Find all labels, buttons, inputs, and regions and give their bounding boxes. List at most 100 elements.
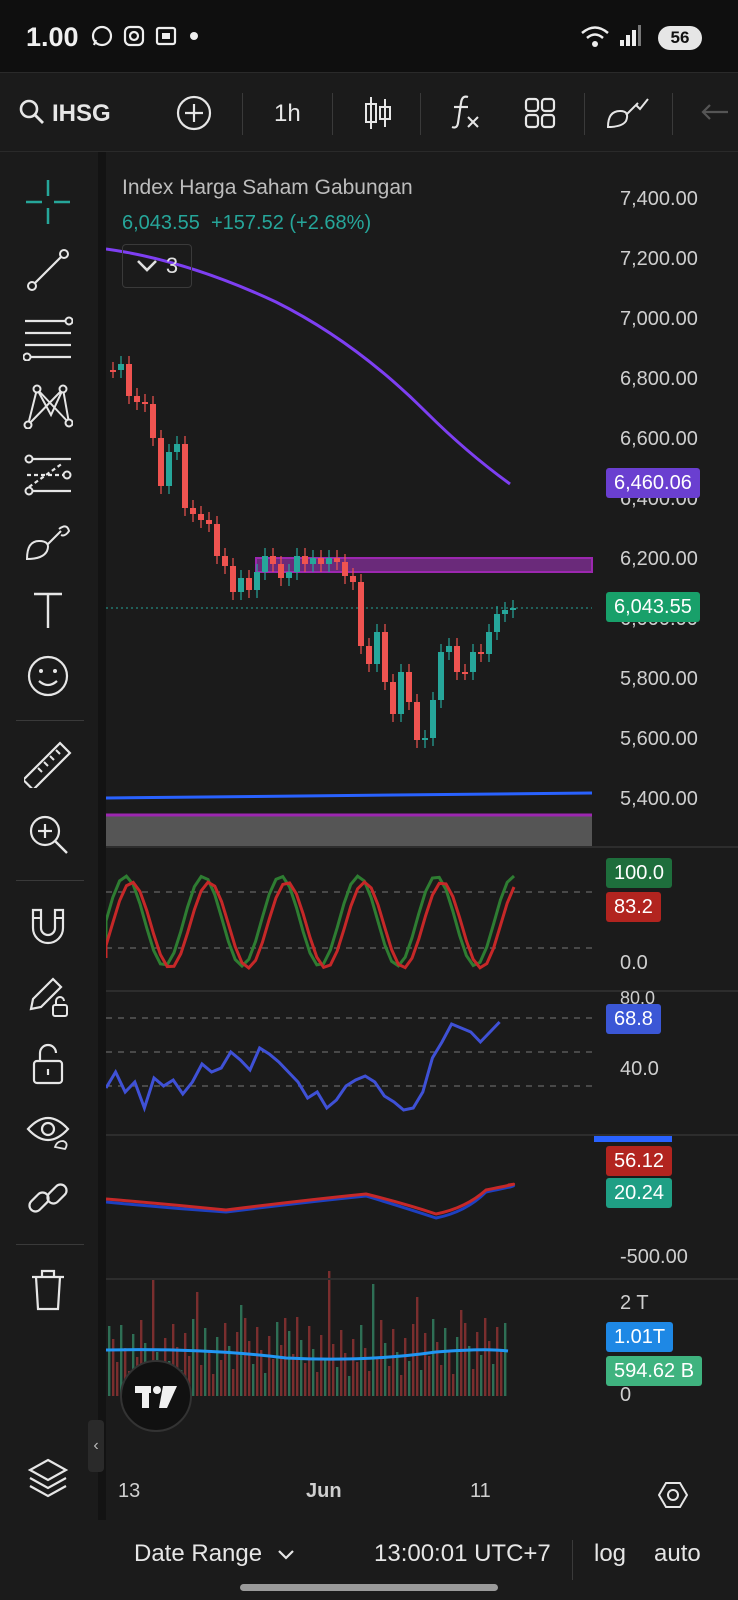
volume-bar [224, 1323, 227, 1396]
candle [222, 556, 228, 566]
candlestick-icon[interactable] [362, 95, 394, 131]
symbol-button[interactable]: IHSG [52, 100, 111, 127]
trend-line-icon[interactable] [22, 244, 74, 296]
volume-bar [356, 1362, 359, 1396]
volume-bar [376, 1357, 379, 1396]
fib-retracement-icon[interactable] [22, 312, 74, 364]
candle [150, 404, 156, 438]
candle [230, 566, 236, 592]
link-icon[interactable] [22, 1172, 74, 1224]
collapse-toolbar-button[interactable]: ‹ [88, 1420, 104, 1472]
layers-icon[interactable] [22, 1452, 74, 1504]
time-axis[interactable]: 13 Jun 11 [106, 1470, 738, 1520]
volume-bar [260, 1350, 263, 1396]
volume-bar [192, 1319, 195, 1396]
time-axis-label: 11 [470, 1480, 491, 1502]
volume-bar [428, 1356, 431, 1396]
volume-bar [456, 1337, 459, 1396]
candle [110, 370, 116, 372]
volume-bar [152, 1279, 155, 1396]
candle [406, 672, 412, 702]
candle [190, 508, 196, 514]
macd-tag-edge [594, 1136, 672, 1142]
time-axis-label: 13 [118, 1480, 141, 1502]
candle [494, 614, 500, 632]
volume-bar [488, 1341, 491, 1396]
search-icon[interactable] [18, 98, 46, 126]
volume-bar [404, 1338, 407, 1396]
signal-icon [618, 24, 642, 48]
volume-bar [212, 1374, 215, 1396]
candle [502, 610, 508, 614]
magnet-icon[interactable] [22, 900, 74, 952]
indicators-toggle-button[interactable]: 3 [122, 244, 192, 288]
chevron-down-icon [277, 1550, 294, 1560]
unlock-icon[interactable] [22, 1038, 74, 1090]
top-toolbar: IHSG 1h [0, 72, 738, 152]
emoji-icon[interactable] [22, 650, 74, 702]
volume-bar [364, 1348, 367, 1396]
candle [158, 438, 164, 486]
chart-canvas[interactable] [106, 152, 738, 1470]
chevron-down-icon [136, 260, 157, 272]
volume-bar [132, 1334, 135, 1396]
curve-value-tag: 6,460.06 [606, 468, 700, 498]
volume-bar [372, 1284, 375, 1396]
candle [198, 514, 204, 520]
crosshair-icon[interactable] [22, 176, 74, 228]
change-value: +157.52 (+2.68%) [210, 212, 372, 234]
auto-scale-toggle[interactable]: auto [654, 1540, 701, 1567]
volume-bar [492, 1364, 495, 1396]
log-scale-toggle[interactable]: log [594, 1540, 627, 1567]
forecast-icon[interactable] [22, 448, 74, 500]
ruler-icon[interactable] [22, 738, 74, 790]
settings-icon[interactable] [658, 1480, 688, 1510]
candle [326, 558, 332, 564]
volume-bar [124, 1348, 127, 1396]
volume-bar [360, 1325, 363, 1396]
macd-signal-line [106, 1182, 515, 1216]
candle [390, 682, 396, 714]
pattern-icon[interactable] [22, 380, 74, 432]
candle [270, 556, 276, 564]
indicators-icon[interactable] [450, 93, 482, 131]
stoch-d-line [106, 879, 516, 970]
undo-icon[interactable] [700, 101, 730, 127]
volume-bar [232, 1369, 235, 1396]
candle [182, 444, 188, 508]
brush-icon[interactable] [22, 516, 74, 568]
chart-title: Index Harga Saham Gabungan [122, 176, 413, 199]
volume-axis-label: 2 T [620, 1292, 649, 1314]
last-price: 6,043.55 [122, 212, 200, 234]
volume-bar [384, 1343, 387, 1396]
candle [246, 578, 252, 590]
brush-draw-icon[interactable] [604, 95, 650, 131]
date-range-button[interactable]: Date Range [134, 1540, 295, 1568]
volume-bar [308, 1326, 311, 1396]
volume-bar [396, 1352, 399, 1396]
candle [342, 562, 348, 576]
volume-bar [424, 1333, 427, 1396]
trash-icon[interactable] [22, 1264, 74, 1316]
interval-button[interactable]: 1h [274, 100, 301, 127]
volume-bar [300, 1340, 303, 1396]
stoch-k-line [106, 874, 516, 969]
clock-time[interactable]: 13:00:01 UTC+7 [374, 1540, 551, 1567]
volume-bar [320, 1335, 323, 1396]
candle [318, 558, 324, 564]
zoom-in-icon[interactable] [22, 808, 74, 860]
candle [510, 608, 516, 610]
candle [174, 444, 180, 452]
candle [310, 558, 316, 564]
layout-grid-icon[interactable] [524, 97, 556, 129]
candle [358, 582, 364, 646]
text-tool-icon[interactable] [22, 584, 74, 636]
eye-icon[interactable] [22, 1106, 74, 1158]
pencil-lock-icon[interactable] [22, 970, 74, 1022]
indicators-count: 3 [165, 253, 179, 278]
date-range-label: Date Range [134, 1540, 263, 1567]
add-symbol-icon[interactable] [176, 95, 212, 131]
chart-area[interactable]: Index Harga Saham Gabungan 6,043.55 +157… [106, 152, 738, 1470]
candle [254, 572, 260, 590]
volume-bar [248, 1341, 251, 1396]
